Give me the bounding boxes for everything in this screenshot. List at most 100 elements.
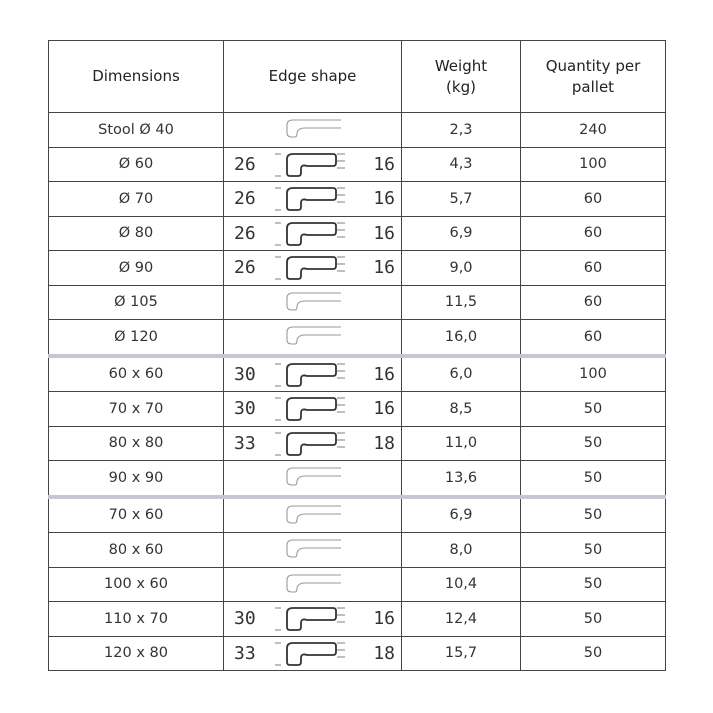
edge-dimension-left: 26 — [234, 257, 256, 279]
cell-edge-shape: 30 16 — [223, 391, 402, 427]
cell-dimensions: Ø 60 — [48, 146, 224, 182]
table-row: 100 x 60 10,4 50 — [48, 566, 666, 602]
cell-weight: 8,5 — [401, 391, 521, 427]
cell-dimensions: 60 x 60 — [48, 355, 224, 392]
cell-edge-shape: 30 16 — [223, 601, 402, 637]
cell-quantity: 60 — [520, 284, 666, 320]
cell-weight: 8,0 — [401, 532, 521, 568]
edge-dimension-right: 18 — [373, 432, 395, 454]
cell-dimensions: Ø 105 — [48, 284, 224, 320]
cell-dimensions: Ø 120 — [48, 319, 224, 358]
cell-weight: 13,6 — [401, 460, 521, 499]
cell-dimensions: Stool Ø 40 — [48, 112, 224, 148]
edge-dimension-right: 16 — [373, 257, 395, 279]
cell-dimensions: 90 x 90 — [48, 460, 224, 499]
cell-dimensions: 100 x 60 — [48, 566, 224, 602]
header-dimensions: Dimensions — [48, 40, 224, 113]
edge-dimension-left: 26 — [234, 222, 256, 244]
cell-edge-shape: 26 16 — [223, 146, 402, 182]
cell-dimensions: 80 x 80 — [48, 425, 224, 461]
table-row: Ø 120 16,0 60 — [48, 319, 666, 358]
cell-edge-shape — [223, 319, 402, 358]
cell-edge-shape — [223, 112, 402, 148]
cell-edge-shape: 26 16 — [223, 215, 402, 251]
cell-quantity: 60 — [520, 319, 666, 358]
cell-dimensions: 70 x 70 — [48, 391, 224, 427]
table-row: 60 x 60 30 16 6,0 100 — [48, 355, 666, 392]
cell-edge-shape — [223, 284, 402, 320]
cell-edge-shape: 33 18 — [223, 425, 402, 461]
cell-quantity: 50 — [520, 460, 666, 499]
edge-dimension-right: 16 — [373, 188, 395, 210]
cell-weight: 11,5 — [401, 284, 521, 320]
table-row: Ø 60 26 16 4,3 100 — [48, 146, 666, 182]
cell-edge-shape — [223, 460, 402, 499]
cell-quantity: 50 — [520, 601, 666, 637]
table-row: Ø 105 11,5 60 — [48, 284, 666, 320]
header-quantity: Quantity per pallet — [520, 40, 666, 113]
table-row: 80 x 60 8,0 50 — [48, 532, 666, 568]
edge-dimension-right: 16 — [373, 363, 395, 385]
table-row: Ø 70 26 16 5,7 60 — [48, 181, 666, 217]
cell-quantity: 60 — [520, 250, 666, 286]
table-row: 90 x 90 13,6 50 — [48, 460, 666, 499]
cell-edge-shape: 26 16 — [223, 181, 402, 217]
cell-quantity: 50 — [520, 425, 666, 461]
cell-edge-shape: 33 18 — [223, 635, 402, 671]
product-spec-table: Dimensions Edge shape Weight (kg) Quanti… — [48, 40, 666, 671]
cell-weight: 6,9 — [401, 215, 521, 251]
cell-quantity: 60 — [520, 215, 666, 251]
cell-weight: 6,9 — [401, 496, 521, 533]
edge-dimension-left: 30 — [234, 363, 256, 385]
cell-weight: 2,3 — [401, 112, 521, 148]
edge-dimension-left: 33 — [234, 432, 256, 454]
cell-weight: 4,3 — [401, 146, 521, 182]
edge-dimension-right: 16 — [373, 608, 395, 630]
cell-edge-shape: 30 16 — [223, 355, 402, 392]
cell-edge-shape — [223, 532, 402, 568]
cell-weight: 12,4 — [401, 601, 521, 637]
cell-weight: 10,4 — [401, 566, 521, 602]
table-row: Stool Ø 40 2,3 240 — [48, 112, 666, 148]
table-row: Ø 90 26 16 9,0 60 — [48, 250, 666, 286]
table-row: 70 x 60 6,9 50 — [48, 496, 666, 533]
cell-dimensions: 120 x 80 — [48, 635, 224, 671]
cell-dimensions: 80 x 60 — [48, 532, 224, 568]
cell-quantity: 100 — [520, 146, 666, 182]
cell-edge-shape — [223, 566, 402, 602]
cell-weight: 5,7 — [401, 181, 521, 217]
table-row: Ø 80 26 16 6,9 60 — [48, 215, 666, 251]
header-weight: Weight (kg) — [401, 40, 521, 113]
table-row: 80 x 80 33 18 11,0 50 — [48, 425, 666, 461]
cell-weight: 15,7 — [401, 635, 521, 671]
cell-weight: 11,0 — [401, 425, 521, 461]
cell-edge-shape — [223, 496, 402, 533]
cell-dimensions: 110 x 70 — [48, 601, 224, 637]
cell-quantity: 240 — [520, 112, 666, 148]
table-row: 70 x 70 30 16 8,5 50 — [48, 391, 666, 427]
header-row: Dimensions Edge shape Weight (kg) Quanti… — [48, 40, 666, 113]
cell-dimensions: Ø 80 — [48, 215, 224, 251]
cell-dimensions: 70 x 60 — [48, 496, 224, 533]
cell-weight: 9,0 — [401, 250, 521, 286]
edge-dimension-left: 26 — [234, 153, 256, 175]
cell-quantity: 50 — [520, 391, 666, 427]
cell-quantity: 50 — [520, 635, 666, 671]
table-row: 110 x 70 30 16 12,4 50 — [48, 601, 666, 637]
cell-dimensions: Ø 70 — [48, 181, 224, 217]
cell-weight: 6,0 — [401, 355, 521, 392]
edge-dimension-left: 30 — [234, 608, 256, 630]
edge-dimension-right: 16 — [373, 222, 395, 244]
edge-dimension-left: 30 — [234, 398, 256, 420]
cell-weight: 16,0 — [401, 319, 521, 358]
header-edge-shape: Edge shape — [223, 40, 402, 113]
cell-quantity: 50 — [520, 566, 666, 602]
table-row: 120 x 80 33 18 15,7 50 — [48, 635, 666, 671]
cell-quantity: 100 — [520, 355, 666, 392]
cell-edge-shape: 26 16 — [223, 250, 402, 286]
cell-quantity: 50 — [520, 532, 666, 568]
cell-quantity: 50 — [520, 496, 666, 533]
edge-dimension-right: 16 — [373, 153, 395, 175]
edge-dimension-right: 16 — [373, 398, 395, 420]
cell-quantity: 60 — [520, 181, 666, 217]
